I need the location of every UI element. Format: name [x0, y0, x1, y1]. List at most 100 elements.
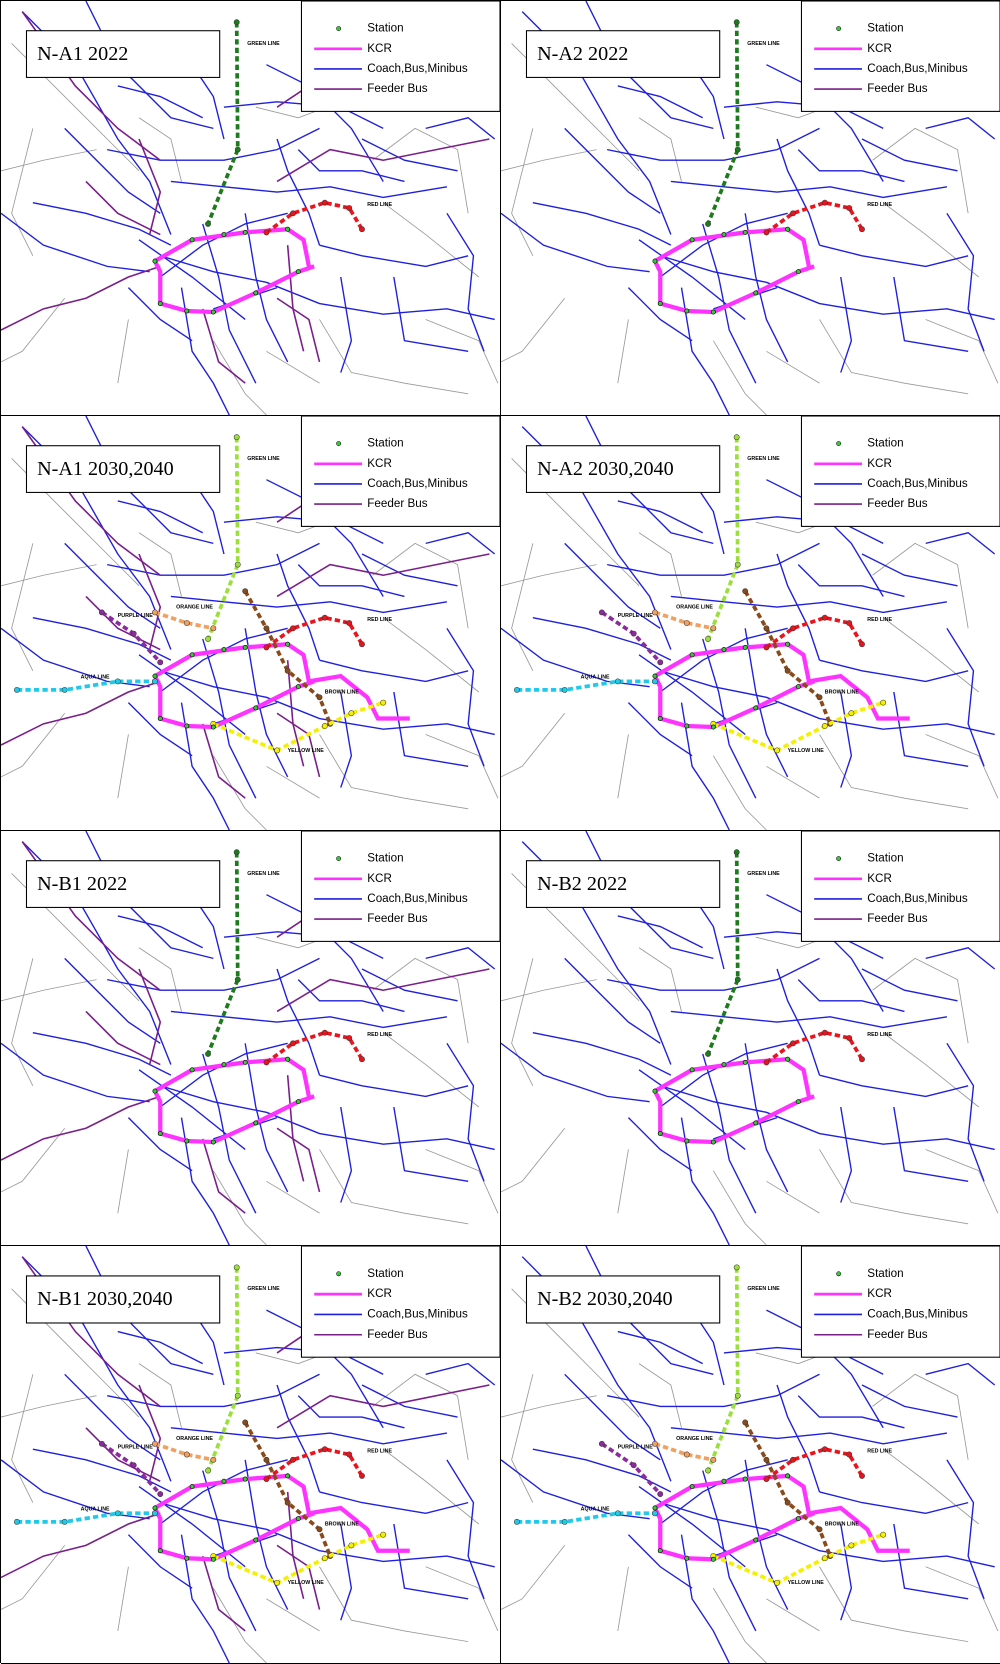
line-station	[234, 20, 239, 25]
panel-title: N-A1 2022	[37, 43, 128, 65]
station	[786, 1474, 790, 1478]
line-label: RED LINE	[367, 1449, 392, 1455]
legend-label: Feeder Bus	[367, 82, 427, 95]
station	[743, 1060, 747, 1064]
feeder-route	[288, 1075, 304, 1181]
bus-route	[926, 533, 995, 554]
line-station	[822, 723, 827, 728]
line-station	[859, 227, 864, 232]
bus-route	[171, 1011, 447, 1027]
bus-route	[607, 1374, 819, 1406]
road	[1, 1128, 65, 1192]
transit-line	[17, 1513, 155, 1522]
line-station	[743, 589, 748, 594]
bus-route	[639, 1070, 745, 1150]
station	[690, 238, 694, 242]
panel-title: N-B1 2022	[37, 873, 127, 895]
legend-label: Coach,Bus,Minibus	[867, 477, 968, 490]
line-station	[631, 631, 636, 636]
bus-route	[139, 240, 245, 320]
road	[383, 203, 479, 277]
station	[296, 1517, 300, 1521]
road	[501, 565, 597, 586]
line-station	[243, 1420, 248, 1425]
bus-route	[798, 150, 904, 182]
line-label: ORANGE LINE	[676, 1436, 713, 1442]
station	[754, 291, 758, 295]
bus-route	[798, 980, 904, 1012]
road	[873, 128, 969, 213]
road	[1, 980, 97, 1001]
road	[512, 958, 533, 1085]
line-station	[599, 610, 604, 615]
station	[222, 232, 226, 236]
line-station	[849, 711, 854, 716]
line-station	[131, 631, 136, 636]
station	[243, 1060, 247, 1064]
road	[883, 1033, 979, 1107]
line-label: RED LINE	[867, 1032, 892, 1038]
road	[501, 713, 565, 777]
road	[618, 1567, 629, 1631]
line-station	[562, 1519, 567, 1524]
line-label: RED LINE	[367, 1032, 392, 1038]
bus-route	[607, 958, 819, 990]
station	[658, 1549, 662, 1553]
line-station	[847, 205, 852, 210]
line-station	[735, 977, 740, 982]
station	[296, 1100, 300, 1104]
legend-label: KCR	[367, 42, 392, 55]
station	[743, 230, 747, 234]
bus-route	[394, 277, 468, 351]
road	[618, 319, 629, 383]
line-station	[274, 1580, 279, 1585]
transit-line	[517, 1513, 655, 1522]
line-station	[734, 20, 739, 25]
bus-route	[862, 969, 958, 1001]
bus-route	[820, 245, 969, 266]
road	[873, 1374, 969, 1460]
feeder-route	[1, 266, 160, 330]
road	[1, 1545, 65, 1609]
line-station	[847, 620, 852, 625]
bus-route	[926, 1364, 995, 1385]
station	[153, 674, 157, 678]
bus-route	[426, 948, 495, 969]
line-station	[735, 1393, 740, 1398]
road	[12, 958, 33, 1085]
road	[266, 351, 319, 383]
bus-route	[118, 86, 203, 118]
road	[639, 1364, 681, 1428]
line-station	[235, 977, 240, 982]
bus-route	[639, 655, 745, 735]
line-station	[734, 1265, 739, 1270]
legend-swatch	[336, 26, 340, 30]
line-station	[322, 723, 327, 728]
bus-route	[862, 1385, 958, 1417]
station	[786, 227, 790, 231]
road	[1, 298, 65, 362]
line-station	[790, 626, 795, 631]
line-station	[235, 1393, 240, 1398]
station	[211, 310, 215, 314]
station	[243, 645, 247, 649]
road	[501, 150, 597, 171]
transit-line	[602, 1444, 660, 1494]
line-label: YELLOW LINE	[788, 748, 825, 754]
line-station	[822, 1556, 827, 1561]
road	[373, 128, 469, 213]
kcr-line	[655, 1508, 814, 1559]
line-station	[322, 1030, 327, 1035]
line-station	[381, 700, 386, 705]
map-panel: GREEN LINERED LINEORANGE LINEPURPLE LINE…	[501, 1246, 1000, 1664]
station	[190, 1484, 194, 1488]
road	[266, 766, 319, 798]
line-station	[235, 147, 240, 152]
line-label: ORANGE LINE	[176, 604, 213, 610]
legend-label: Coach,Bus,Minibus	[367, 1308, 468, 1321]
road	[820, 1567, 969, 1642]
station	[254, 1121, 258, 1125]
line-station	[764, 1457, 769, 1462]
station	[658, 716, 662, 720]
line-station	[322, 1556, 327, 1561]
